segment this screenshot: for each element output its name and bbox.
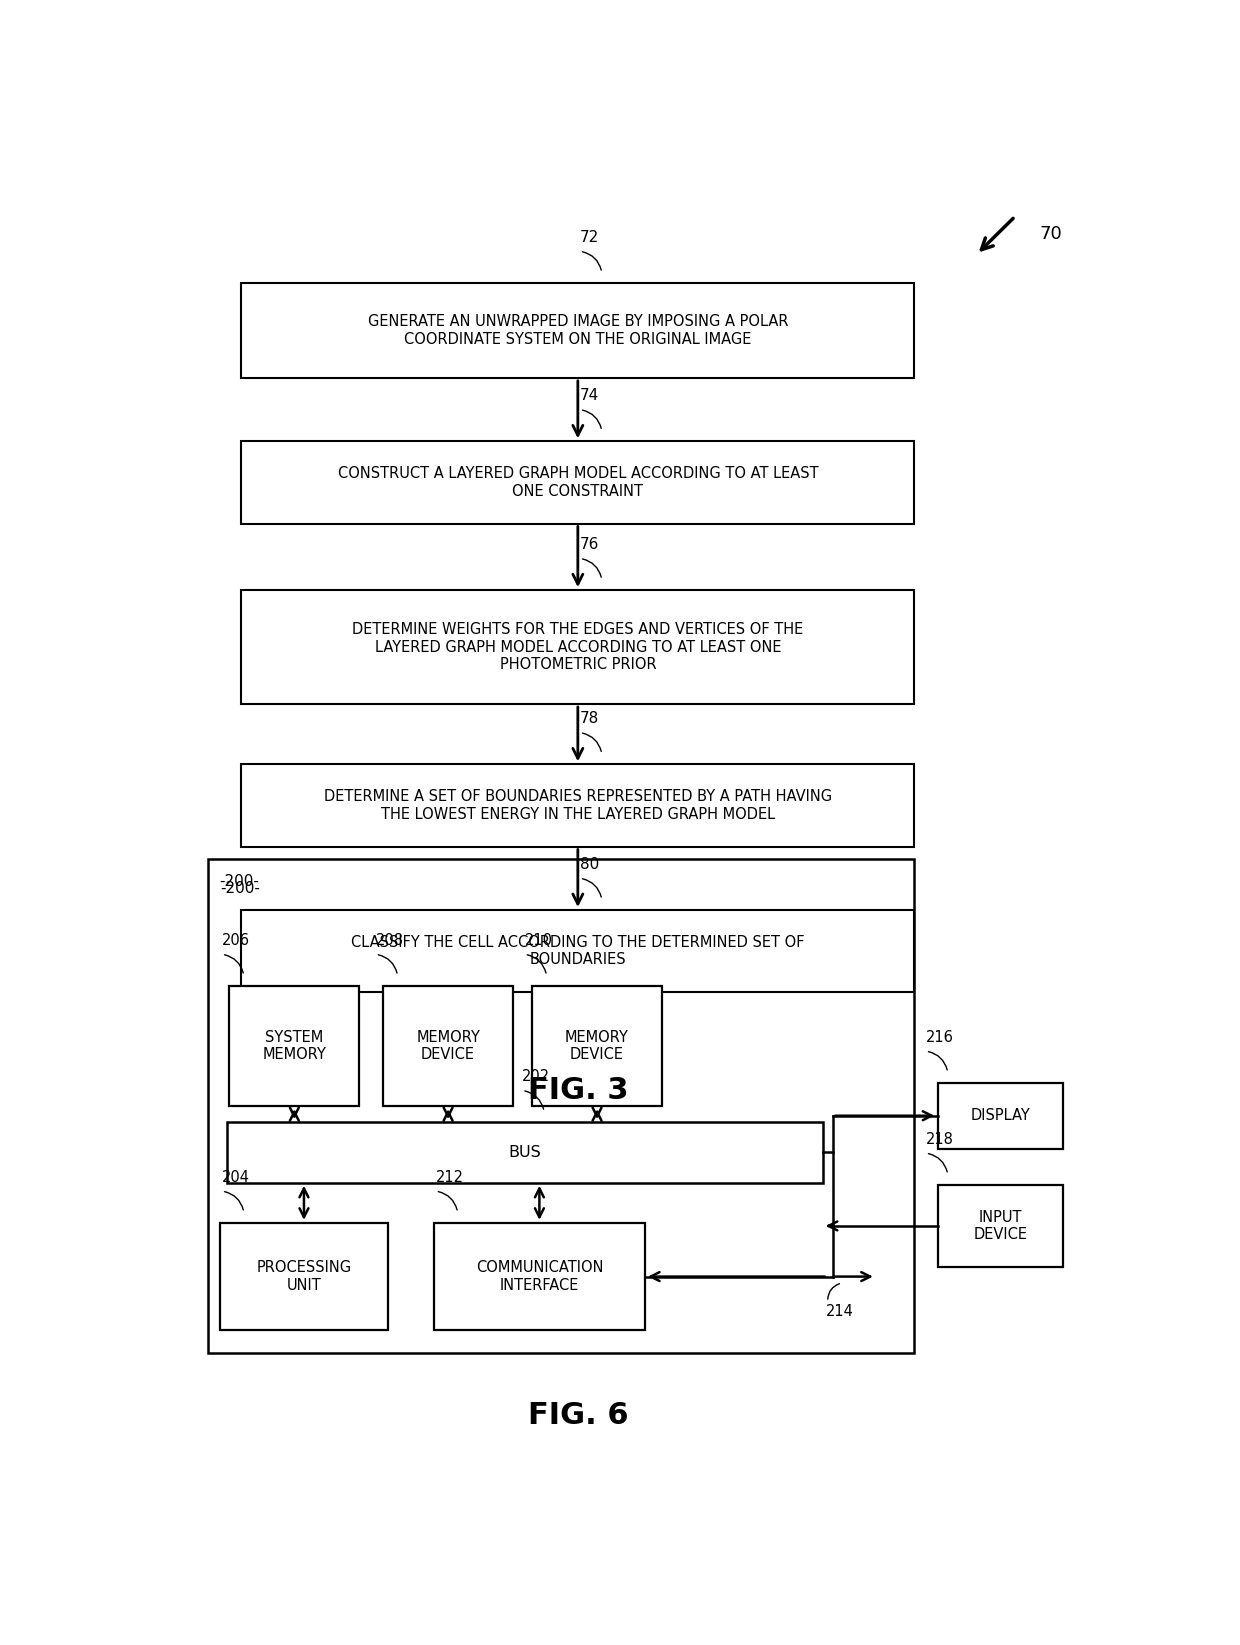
Text: 74: 74 bbox=[580, 388, 599, 403]
FancyBboxPatch shape bbox=[242, 283, 914, 378]
Text: BUS: BUS bbox=[508, 1145, 542, 1160]
Text: FIG. 3: FIG. 3 bbox=[527, 1076, 629, 1105]
Text: DISPLAY: DISPLAY bbox=[971, 1109, 1030, 1124]
Text: -200-: -200- bbox=[221, 882, 260, 897]
Text: DETERMINE WEIGHTS FOR THE EDGES AND VERTICES OF THE
LAYERED GRAPH MODEL ACCORDIN: DETERMINE WEIGHTS FOR THE EDGES AND VERT… bbox=[352, 622, 804, 671]
Text: 72: 72 bbox=[580, 230, 599, 245]
Text: MEMORY
DEVICE: MEMORY DEVICE bbox=[565, 1030, 629, 1063]
Text: 202: 202 bbox=[522, 1069, 551, 1084]
Text: 78: 78 bbox=[580, 711, 599, 725]
Text: 80: 80 bbox=[580, 857, 599, 872]
FancyBboxPatch shape bbox=[532, 985, 662, 1105]
Text: INPUT
DEVICE: INPUT DEVICE bbox=[973, 1209, 1028, 1242]
FancyBboxPatch shape bbox=[939, 1082, 1063, 1148]
FancyBboxPatch shape bbox=[242, 765, 914, 847]
Text: 210: 210 bbox=[525, 933, 553, 948]
Text: CLASSIFY THE CELL ACCORDING TO THE DETERMINED SET OF
BOUNDARIES: CLASSIFY THE CELL ACCORDING TO THE DETER… bbox=[351, 934, 805, 967]
Text: MEMORY
DEVICE: MEMORY DEVICE bbox=[417, 1030, 480, 1063]
FancyBboxPatch shape bbox=[229, 985, 360, 1105]
Text: 218: 218 bbox=[926, 1132, 954, 1147]
Text: 206: 206 bbox=[222, 933, 249, 948]
FancyBboxPatch shape bbox=[219, 1222, 388, 1331]
Text: 204: 204 bbox=[222, 1170, 249, 1184]
Text: PROCESSING
UNIT: PROCESSING UNIT bbox=[257, 1260, 351, 1293]
Text: FIG. 6: FIG. 6 bbox=[527, 1402, 629, 1431]
FancyBboxPatch shape bbox=[242, 910, 914, 992]
FancyBboxPatch shape bbox=[939, 1184, 1063, 1267]
Text: 214: 214 bbox=[826, 1304, 853, 1319]
Text: GENERATE AN UNWRAPPED IMAGE BY IMPOSING A POLAR
COORDINATE SYSTEM ON THE ORIGINA: GENERATE AN UNWRAPPED IMAGE BY IMPOSING … bbox=[367, 314, 789, 347]
Text: 212: 212 bbox=[435, 1170, 464, 1184]
FancyBboxPatch shape bbox=[227, 1122, 823, 1183]
Text: 208: 208 bbox=[376, 933, 403, 948]
Text: -200-: -200- bbox=[219, 873, 259, 888]
Text: 76: 76 bbox=[580, 536, 599, 553]
Text: CONSTRUCT A LAYERED GRAPH MODEL ACCORDING TO AT LEAST
ONE CONSTRAINT: CONSTRUCT A LAYERED GRAPH MODEL ACCORDIN… bbox=[337, 466, 818, 498]
Text: COMMUNICATION
INTERFACE: COMMUNICATION INTERFACE bbox=[476, 1260, 603, 1293]
Text: 216: 216 bbox=[926, 1030, 954, 1045]
FancyBboxPatch shape bbox=[383, 985, 513, 1105]
Text: 70: 70 bbox=[1039, 225, 1061, 243]
Text: SYSTEM
MEMORY: SYSTEM MEMORY bbox=[263, 1030, 326, 1063]
FancyBboxPatch shape bbox=[434, 1222, 645, 1331]
FancyBboxPatch shape bbox=[242, 591, 914, 704]
FancyBboxPatch shape bbox=[208, 859, 914, 1352]
Text: DETERMINE A SET OF BOUNDARIES REPRESENTED BY A PATH HAVING
THE LOWEST ENERGY IN : DETERMINE A SET OF BOUNDARIES REPRESENTE… bbox=[324, 790, 832, 821]
FancyBboxPatch shape bbox=[242, 441, 914, 523]
